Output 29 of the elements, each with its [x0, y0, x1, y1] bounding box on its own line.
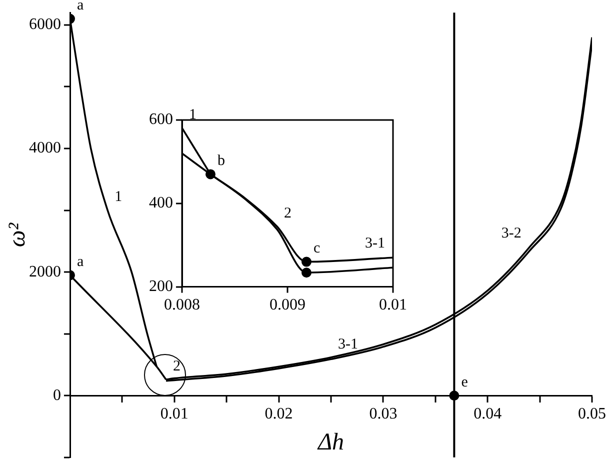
x-tick-label: 0.05: [578, 405, 606, 422]
x-tick-label: 0.009: [270, 296, 306, 314]
annotation: c: [313, 240, 320, 257]
annotation: 3-2: [501, 225, 522, 242]
annotation: 3-1: [365, 236, 385, 252]
annotation: 1: [114, 189, 122, 206]
annotation: 3-1: [338, 336, 358, 352]
y-tick-label: 2000: [29, 263, 61, 280]
x-axis-title: Δh: [316, 430, 344, 456]
y-tick-label: 400: [149, 194, 173, 212]
annotation: 2: [173, 358, 181, 374]
x-tick-label: 0.02: [264, 405, 293, 422]
annotation: e: [461, 374, 468, 391]
y-tick-label: 4000: [29, 140, 61, 157]
y-tick-label: 600: [149, 111, 173, 128]
x-tick-label: 0.01: [160, 405, 188, 422]
x-tick-label: 0.03: [369, 405, 398, 422]
y-tick-label: 200: [149, 278, 173, 296]
x-tick-label: 0.008: [164, 296, 200, 314]
y-axis-title: ω²: [4, 222, 31, 248]
annotation: b: [217, 153, 225, 170]
y-tick-label: 6000: [29, 16, 61, 34]
x-tick-label: 0.04: [474, 405, 502, 422]
annotation: a: [77, 0, 84, 14]
annotation: 1: [189, 106, 196, 123]
annotation: a: [77, 254, 84, 270]
annotation: 2: [284, 205, 292, 222]
x-tick-label: 0.01: [379, 296, 407, 314]
y-tick-label: 0: [53, 386, 61, 404]
